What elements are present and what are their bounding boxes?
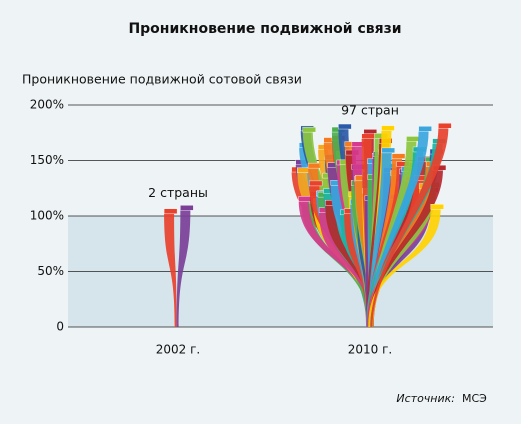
ribbon-top [418, 126, 432, 132]
ribbon [325, 204, 373, 327]
ribbon-top [163, 208, 178, 214]
ribbon-top [381, 147, 396, 154]
fan [163, 205, 194, 327]
ribbon [368, 151, 392, 327]
value-label: 97 стран [341, 103, 399, 118]
ribbon [350, 203, 369, 327]
ribbon [355, 179, 373, 327]
ribbon-top [391, 153, 406, 159]
x-tick-label: 2002 г. [156, 343, 200, 357]
ribbon [176, 209, 191, 327]
ribbon [368, 130, 429, 327]
fan [291, 122, 452, 327]
y-tick-label: 200% [30, 98, 64, 112]
ribbon-top [298, 196, 312, 202]
ribbon [319, 211, 373, 327]
chart-title: Проникновение подвижной связи [128, 21, 401, 37]
ribbon-top [430, 204, 444, 210]
ribbon [344, 212, 369, 327]
ribbon [368, 208, 441, 327]
ribbon [369, 140, 417, 327]
ribbon-top [361, 133, 375, 139]
ribbon-top [180, 205, 194, 211]
ribbon-top [302, 126, 316, 133]
ribbon [339, 163, 369, 327]
source-label: Источник: [396, 392, 455, 405]
y-tick-label: 150% [30, 153, 64, 167]
value-label: 2 страны [148, 185, 208, 200]
ribbon-top [438, 122, 452, 129]
y-tick-label: 100% [30, 209, 64, 223]
ribbon [302, 131, 371, 327]
y-axis-title: Проникновение подвижной сотовой связи [22, 72, 302, 87]
ribbon-top [307, 162, 322, 169]
ribbon-top [308, 180, 323, 187]
ribbon [298, 200, 374, 327]
x-tick-label: 2010 г. [348, 343, 392, 357]
ribbon-top [338, 123, 352, 130]
source-name: МСЭ [462, 392, 487, 405]
y-tick-label: 50% [37, 264, 64, 278]
ribbon-top [406, 136, 420, 142]
ribbon [370, 127, 449, 327]
y-tick-label: 0 [56, 320, 64, 334]
ribbon [368, 169, 443, 327]
ribbon-top [381, 125, 395, 131]
ribbon [164, 212, 177, 327]
